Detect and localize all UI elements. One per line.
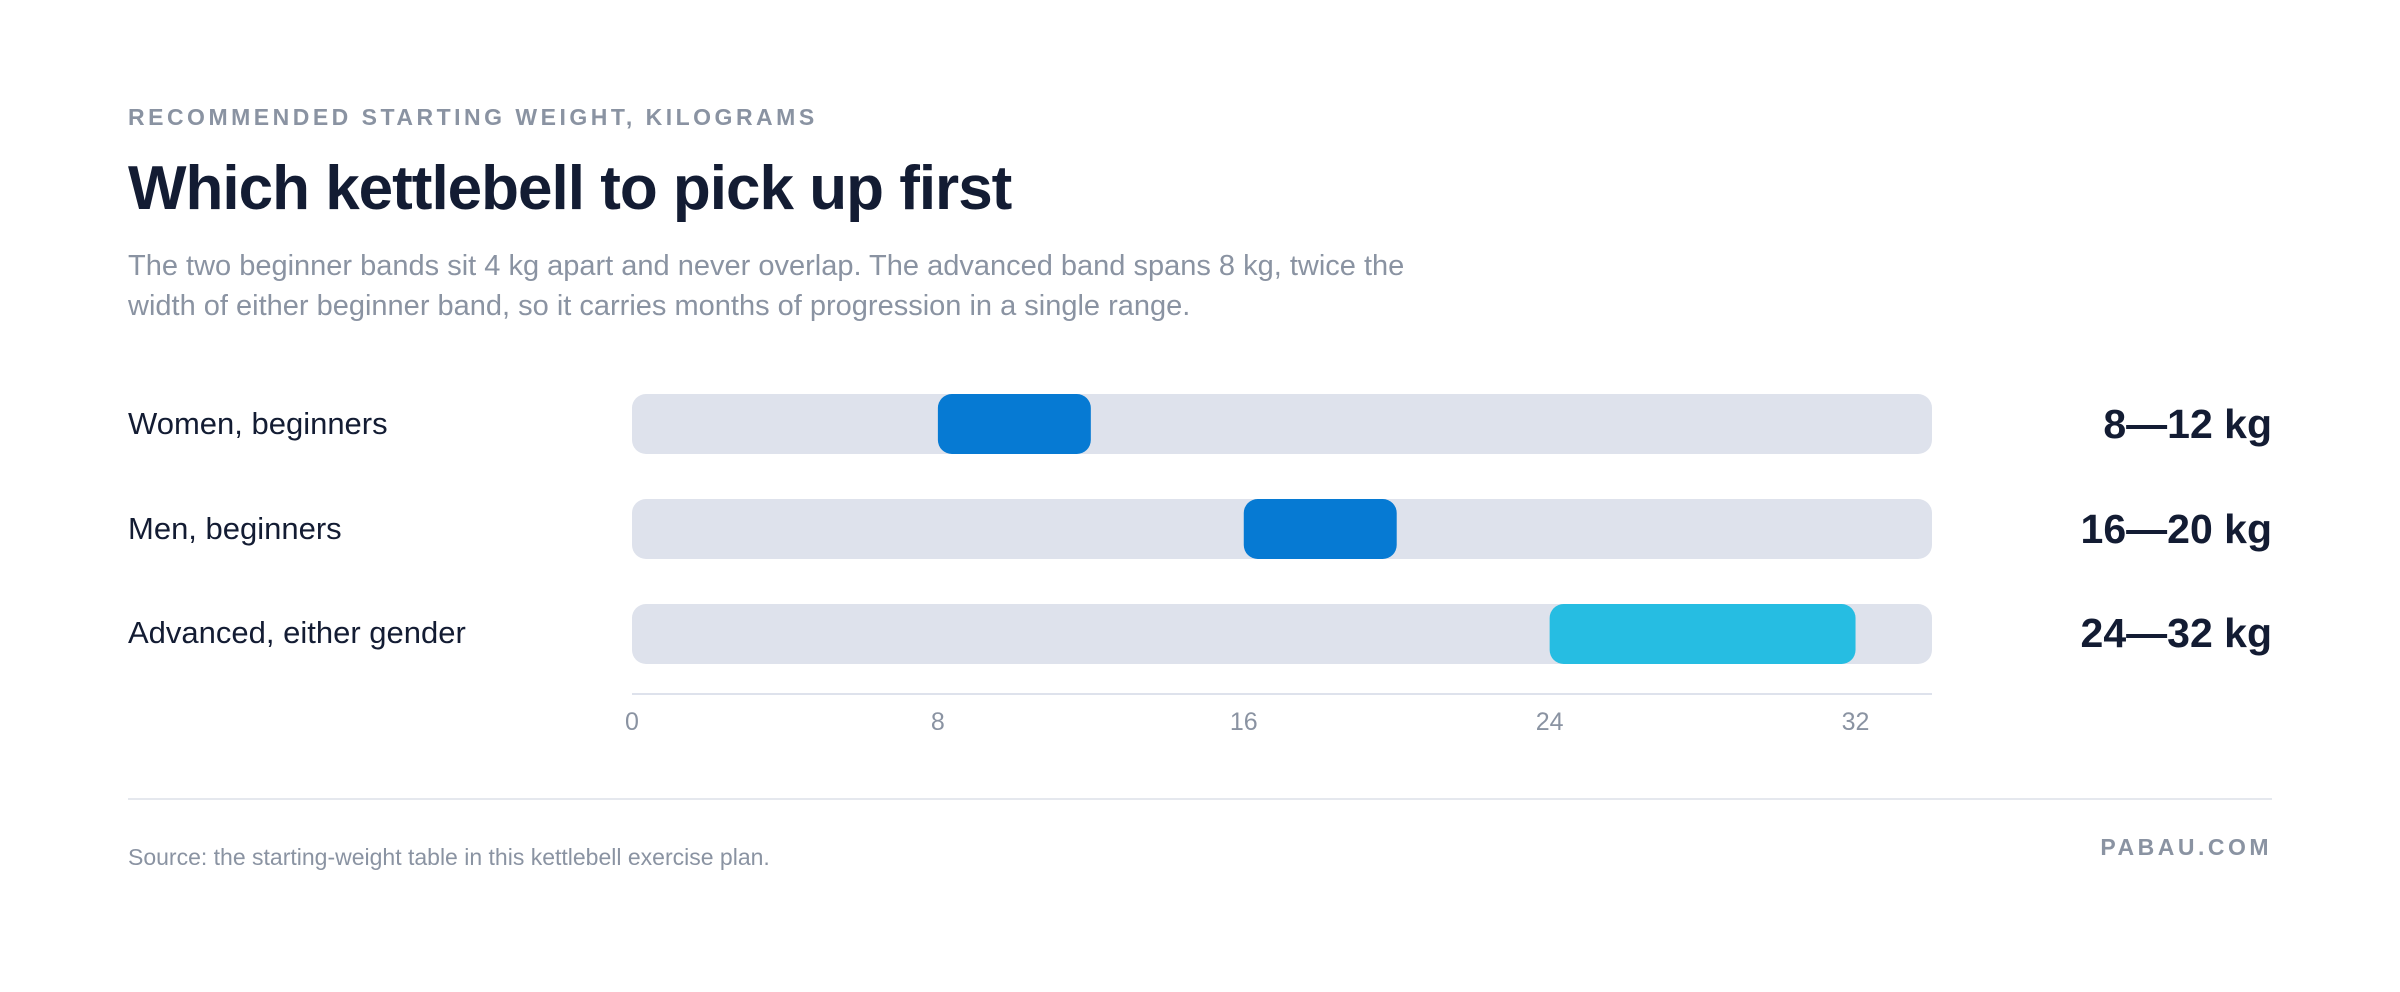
chart-card: RECOMMENDED STARTING WEIGHT, KILOGRAMS W…: [128, 0, 2272, 992]
range-chart-svg: 0 8 16 24 32: [625, 394, 1932, 736]
range-track-0: [632, 394, 1932, 454]
footer-divider: [128, 798, 2272, 800]
x-tick-label-0: 0: [625, 708, 639, 736]
row-value-advanced: 24—32 kg: [2080, 610, 2272, 656]
x-tick-label-24: 24: [1536, 708, 1564, 736]
row-value-men-beginners: 16—20 kg: [2080, 506, 2272, 552]
row-label-men-beginners: Men, beginners: [128, 511, 342, 546]
row-label-women-beginners: Women, beginners: [128, 406, 388, 441]
x-tick-label-16: 16: [1230, 708, 1258, 736]
chart-title: Which kettlebell to pick up first: [128, 154, 1012, 223]
brand-wordmark: PABAU.COM: [2100, 834, 2272, 860]
x-tick-label-32: 32: [1842, 708, 1870, 736]
range-bar-1: [1243, 499, 1397, 559]
chart-subtitle: The two beginner bands sit 4 kg apart an…: [128, 250, 1405, 322]
range-bar-2: [1549, 604, 1856, 664]
source-note: Source: the starting-weight table in thi…: [128, 844, 770, 870]
x-tick-label-8: 8: [931, 708, 945, 736]
row-value-women-beginners: 8—12 kg: [2103, 401, 2272, 447]
row-label-advanced: Advanced, either gender: [128, 615, 466, 650]
chart-eyebrow: RECOMMENDED STARTING WEIGHT, KILOGRAMS: [128, 104, 818, 130]
range-chart-plot: 0 8 16 24 32: [625, 380, 1932, 740]
range-bar-0: [937, 394, 1091, 454]
